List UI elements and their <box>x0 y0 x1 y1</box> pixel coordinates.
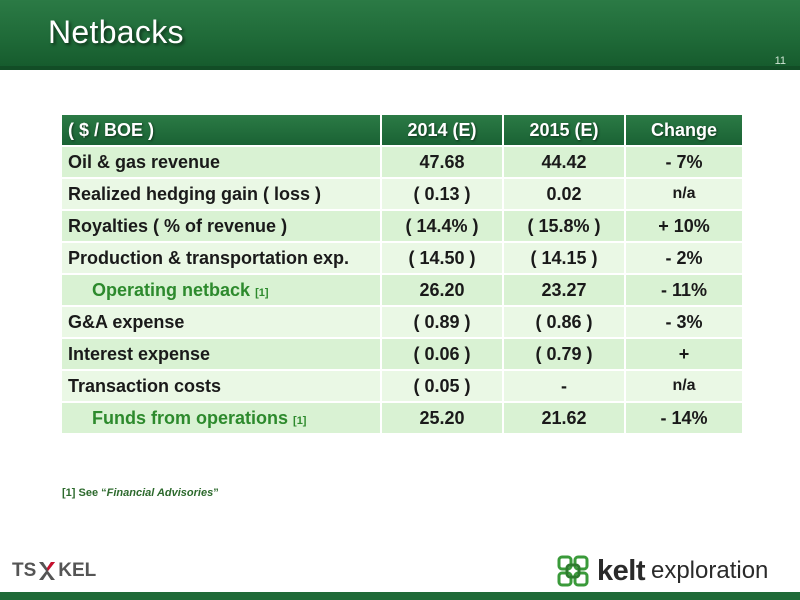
table-row: Oil & gas revenue 47.68 44.42 - 7% <box>62 147 742 177</box>
footnote: [1] See “Financial Advisories” <box>62 487 219 499</box>
tsx-ticker-logo: TS KEL <box>12 560 96 582</box>
value-change: + 10% <box>626 211 742 241</box>
value-change: + <box>626 339 742 369</box>
kelt-exploration-logo: kelt exploration <box>555 553 768 589</box>
table-row: Royalties ( % of revenue ) ( 14.4% ) ( 1… <box>62 211 742 241</box>
value-2014: 47.68 <box>382 147 502 177</box>
value-change: - 14% <box>626 403 742 433</box>
table-row: G&A expense ( 0.89 ) ( 0.86 ) - 3% <box>62 307 742 337</box>
value-2015: ( 14.15 ) <box>504 243 624 273</box>
brand-word: exploration <box>650 557 769 584</box>
brand-name: kelt <box>597 554 645 587</box>
value-change: - 2% <box>626 243 742 273</box>
row-label: Realized hedging gain ( loss ) <box>62 179 380 209</box>
value-2015: - <box>504 371 624 401</box>
subtotal-row: Funds from operations [1] 25.20 21.62 - … <box>62 403 742 433</box>
value-2014: ( 14.4% ) <box>382 211 502 241</box>
row-label: Operating netback [1] <box>62 275 380 305</box>
value-change: n/a <box>626 371 742 401</box>
value-2015: 21.62 <box>504 403 624 433</box>
value-change: - 7% <box>626 147 742 177</box>
row-label: Interest expense <box>62 339 380 369</box>
value-2015: 44.42 <box>504 147 624 177</box>
value-2015: 0.02 <box>504 179 624 209</box>
header-rule <box>0 66 800 70</box>
value-2014: ( 0.13 ) <box>382 179 502 209</box>
value-2014: ( 0.05 ) <box>382 371 502 401</box>
value-2014: 25.20 <box>382 403 502 433</box>
value-2014: 26.20 <box>382 275 502 305</box>
value-change: - 3% <box>626 307 742 337</box>
subtotal-label: Operating netback <box>92 279 251 300</box>
subtotal-row: Operating netback [1] 26.20 23.27 - 11% <box>62 275 742 305</box>
table-row: Transaction costs ( 0.05 ) - n/a <box>62 371 742 401</box>
header-change: Change <box>626 115 742 145</box>
value-2014: ( 0.89 ) <box>382 307 502 337</box>
footnote-close: ” <box>213 487 219 499</box>
footnote-link: Financial Advisories <box>106 487 214 499</box>
slide-header: Netbacks 11 <box>0 0 800 70</box>
row-label: Funds from operations [1] <box>62 403 380 433</box>
netbacks-table: ( $ / BOE ) 2014 (E) 2015 (E) Change Oil… <box>60 113 744 435</box>
value-2015: 23.27 <box>504 275 624 305</box>
value-2014: ( 14.50 ) <box>382 243 502 273</box>
value-change: n/a <box>626 179 742 209</box>
value-2015: ( 0.86 ) <box>504 307 624 337</box>
table-header-row: ( $ / BOE ) 2014 (E) 2015 (E) Change <box>62 115 742 145</box>
header-units: ( $ / BOE ) <box>62 115 380 145</box>
value-change: - 11% <box>626 275 742 305</box>
table-row: Realized hedging gain ( loss ) ( 0.13 ) … <box>62 179 742 209</box>
value-2014: ( 0.06 ) <box>382 339 502 369</box>
row-label: Royalties ( % of revenue ) <box>62 211 380 241</box>
tsx-x-icon <box>39 562 56 580</box>
page-number: 11 <box>774 55 786 67</box>
tsx-prefix: TS <box>12 560 37 581</box>
tsx-suffix: KEL <box>58 560 97 581</box>
row-label: Transaction costs <box>62 371 380 401</box>
netbacks-table-container: ( $ / BOE ) 2014 (E) 2015 (E) Change Oil… <box>60 113 742 435</box>
celtic-knot-icon <box>557 555 589 587</box>
value-2015: ( 15.8% ) <box>504 211 624 241</box>
subtotal-label: Funds from operations <box>92 407 289 428</box>
value-2015: ( 0.79 ) <box>504 339 624 369</box>
header-2014: 2014 (E) <box>382 115 502 145</box>
footnote-marker: [1] <box>255 286 269 299</box>
row-label: Oil & gas revenue <box>62 147 380 177</box>
row-label: Production & transportation exp. <box>62 243 380 273</box>
bottom-bar <box>0 592 800 600</box>
slide-title: Netbacks <box>48 14 184 50</box>
table-row: Interest expense ( 0.06 ) ( 0.79 ) + <box>62 339 742 369</box>
footnote-marker: [1] See “ <box>62 487 107 499</box>
header-2015: 2015 (E) <box>504 115 624 145</box>
footnote-marker: [1] <box>293 414 307 427</box>
row-label: G&A expense <box>62 307 380 337</box>
table-row: Production & transportation exp. ( 14.50… <box>62 243 742 273</box>
